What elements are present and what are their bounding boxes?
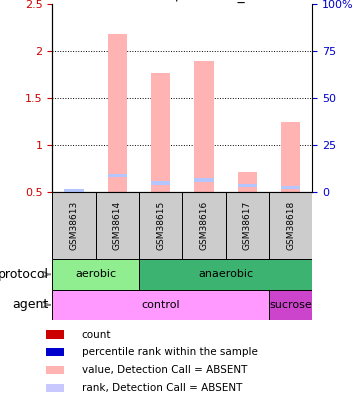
Text: GSM38613: GSM38613 — [70, 201, 78, 250]
Bar — [194, 62, 214, 192]
Text: rank, Detection Call = ABSENT: rank, Detection Call = ABSENT — [82, 383, 242, 393]
Text: sucrose: sucrose — [269, 300, 312, 310]
Bar — [182, 192, 226, 259]
Bar — [46, 384, 64, 392]
Bar — [269, 290, 312, 320]
Bar — [194, 179, 214, 182]
Bar — [139, 259, 312, 290]
Text: GSM38614: GSM38614 — [113, 201, 122, 250]
Bar — [269, 192, 312, 259]
Bar — [151, 181, 170, 185]
Bar — [108, 174, 127, 177]
Bar — [238, 172, 257, 192]
Text: GSM38616: GSM38616 — [200, 201, 208, 250]
Text: GSM38615: GSM38615 — [156, 201, 165, 250]
Text: agent: agent — [13, 298, 49, 311]
Bar — [46, 366, 64, 374]
Bar — [46, 348, 64, 356]
Bar — [108, 34, 127, 192]
Text: value, Detection Call = ABSENT: value, Detection Call = ABSENT — [82, 365, 247, 375]
Bar — [96, 192, 139, 259]
Text: anaerobic: anaerobic — [198, 269, 253, 279]
Title: GDS1448 / 256767_at: GDS1448 / 256767_at — [106, 0, 259, 3]
Bar — [64, 189, 84, 192]
Text: aerobic: aerobic — [75, 269, 116, 279]
Text: GSM38617: GSM38617 — [243, 201, 252, 250]
Text: control: control — [142, 300, 180, 310]
Text: count: count — [82, 330, 111, 339]
Bar — [226, 192, 269, 259]
Bar — [281, 122, 300, 192]
Bar — [151, 73, 170, 192]
Bar — [281, 186, 300, 189]
Bar — [52, 290, 269, 320]
Bar — [238, 184, 257, 188]
Bar — [52, 192, 96, 259]
Bar — [139, 192, 182, 259]
Text: GSM38618: GSM38618 — [286, 201, 295, 250]
Bar — [46, 330, 64, 339]
Text: protocol: protocol — [0, 268, 49, 281]
Bar — [52, 259, 139, 290]
Text: percentile rank within the sample: percentile rank within the sample — [82, 347, 257, 357]
